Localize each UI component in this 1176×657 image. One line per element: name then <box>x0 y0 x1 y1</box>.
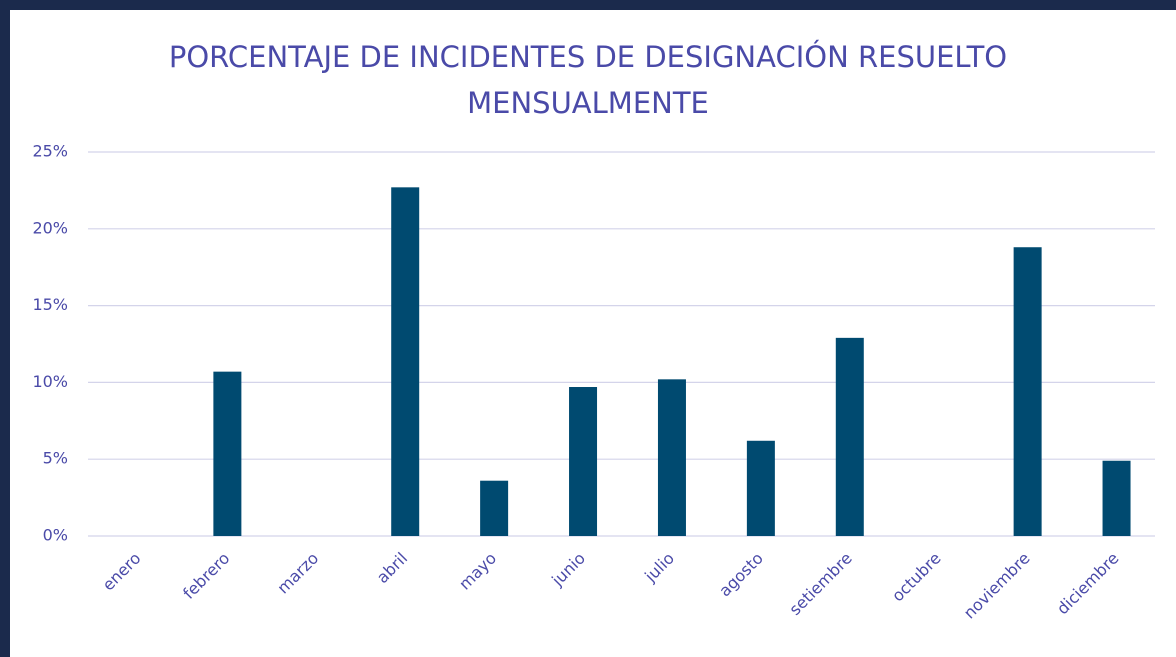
bar <box>1013 247 1042 536</box>
bar <box>1102 460 1131 536</box>
chart-title: PORCENTAJE DE INCIDENTES DE DESIGNACIÓN … <box>168 40 1008 120</box>
x-tick-label: abril <box>373 549 411 587</box>
x-tick-label: marzo <box>273 549 322 598</box>
title-box: PORCENTAJE DE INCIDENTES DE DESIGNACIÓN … <box>0 34 1176 126</box>
y-tick-label: 0% <box>43 526 68 545</box>
bar <box>213 371 242 536</box>
bar <box>391 187 420 536</box>
chart-panel <box>10 10 1176 657</box>
y-tick-label: 25% <box>32 142 68 161</box>
bar <box>657 379 686 536</box>
x-tick-label: enero <box>99 549 145 595</box>
x-tick-label: mayo <box>455 549 500 594</box>
x-tick-label: octubre <box>888 549 945 606</box>
x-tick-label: julio <box>640 549 678 587</box>
bar <box>569 387 598 536</box>
x-tick-label: febrero <box>179 549 233 603</box>
x-tick-label: junio <box>547 549 589 591</box>
x-tick-label: noviembre <box>960 549 1034 623</box>
y-tick-label: 15% <box>32 295 68 314</box>
bar <box>835 337 864 536</box>
x-tick-label: setiembre <box>785 549 855 619</box>
y-tick-label: 20% <box>32 218 68 237</box>
bar <box>746 440 775 536</box>
y-tick-label: 10% <box>32 372 68 391</box>
x-tick-label: diciembre <box>1053 549 1123 619</box>
bar <box>480 480 509 536</box>
y-tick-label: 5% <box>43 449 68 468</box>
x-tick-label: agosto <box>715 549 767 601</box>
